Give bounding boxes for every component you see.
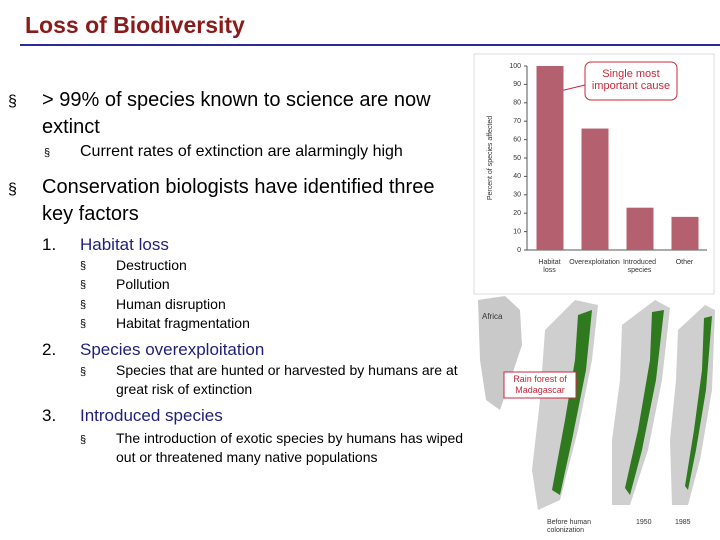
bullet-text: The introduction of exotic species by hu… — [116, 430, 464, 465]
bullet-marker: § — [8, 93, 17, 110]
map-label: 1985 — [675, 519, 691, 526]
y-tick-label: 0 — [517, 247, 521, 254]
bullet-text: Destruction — [116, 257, 187, 273]
label-box — [503, 371, 577, 399]
y-tick-label: 70 — [513, 118, 521, 125]
bullet-marker: § — [80, 366, 87, 378]
bullet-marker: § — [80, 299, 87, 311]
bullet-text: Habitat fragmentation — [116, 315, 250, 331]
y-tick-label: 50 — [513, 155, 521, 162]
y-tick-label: 20 — [513, 210, 521, 217]
bullet-marker: § — [8, 181, 17, 198]
factor-title: Habitat loss — [80, 235, 169, 254]
title-rule — [20, 44, 720, 46]
factor-title: Introduced species — [80, 406, 223, 425]
map-label: 1950 — [636, 519, 652, 526]
x-tick-label: Other — [676, 259, 694, 266]
annotation-box — [584, 61, 678, 101]
y-tick-label: 90 — [513, 81, 521, 88]
bar — [671, 216, 699, 250]
bar — [626, 207, 654, 250]
bullet-text: Pollution — [116, 276, 170, 292]
factor-title: Species overexploitation — [80, 340, 265, 359]
y-axis-label: Percent of species affected — [487, 116, 494, 200]
forest-shape — [552, 310, 592, 495]
y-tick-label: 40 — [513, 173, 521, 180]
bullet-marker: § — [44, 147, 51, 159]
bullet-marker: § — [80, 279, 87, 291]
bullet-text: Human disruption — [116, 296, 226, 312]
x-tick-label: Habitat loss — [538, 259, 560, 274]
forest-shape — [685, 316, 712, 490]
bar — [581, 128, 609, 250]
map-label: Rain forest of Madagascar — [513, 374, 567, 395]
y-tick-label: 100 — [509, 63, 521, 70]
forest-shape — [625, 310, 664, 495]
y-tick-label: 30 — [513, 192, 521, 199]
bullet-text: > 99% of species known to science are no… — [42, 89, 431, 138]
slide-title: Loss of Biodiversity — [25, 12, 245, 38]
y-tick-label: 10 — [513, 228, 521, 235]
y-tick-label: 60 — [513, 136, 521, 143]
bullet-marker: § — [80, 260, 87, 272]
bar — [536, 66, 564, 250]
bullet-marker: § — [80, 434, 87, 446]
bullet-text: Species that are hunted or harvested by … — [116, 362, 458, 397]
bullet-marker: § — [80, 318, 87, 330]
factor-number: 2. — [42, 340, 57, 359]
map-label: Before human colonization — [547, 519, 591, 534]
y-tick-label: 80 — [513, 100, 521, 107]
pointer — [575, 379, 579, 386]
map-label: Africa — [482, 312, 503, 321]
factor-number: 1. — [42, 235, 57, 254]
bullet-text: Conservation biologists have identified … — [42, 176, 435, 225]
bullet-text: Current rates of extinction are alarming… — [80, 143, 403, 160]
x-tick-label: Overexploitation — [569, 259, 620, 266]
x-tick-label: Introduced species — [623, 259, 656, 274]
africa-shape — [478, 296, 522, 410]
factor-number: 3. — [42, 406, 57, 425]
chart-annotation: Single most important cause — [591, 68, 671, 92]
